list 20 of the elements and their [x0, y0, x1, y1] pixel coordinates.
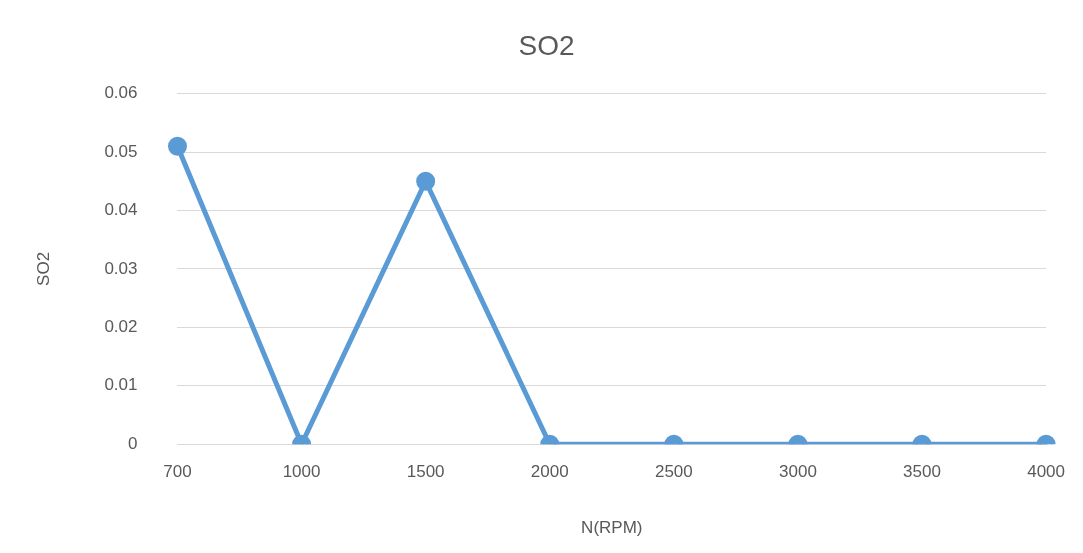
y-tick-label: 0.05	[104, 141, 138, 161]
x-tick-label: 3000	[779, 462, 817, 482]
y-axis-title: SO2	[33, 251, 53, 286]
x-tick-label: 2500	[654, 462, 693, 482]
x-tick-label: 700	[163, 462, 192, 482]
y-tick-label: 0.06	[104, 83, 138, 103]
y-tick-label: 0.01	[104, 375, 138, 395]
y-tick-label: 0	[128, 433, 138, 453]
point	[416, 171, 436, 191]
x-tick-label: 4000	[1027, 462, 1065, 482]
y-tick-label: 0.04	[104, 200, 138, 220]
x-axis-title: N(RPM)	[581, 518, 643, 538]
y-tick-label: 0.02	[104, 317, 138, 337]
y-tick-label: 0.03	[104, 258, 138, 278]
x-tick-label: 2000	[530, 462, 569, 482]
chart-title: SO2	[518, 29, 575, 61]
point	[167, 136, 187, 156]
x-tick-label: 1000	[282, 462, 321, 482]
x-tick-label: 1500	[406, 462, 445, 482]
x-tick-label: 3500	[903, 462, 941, 482]
